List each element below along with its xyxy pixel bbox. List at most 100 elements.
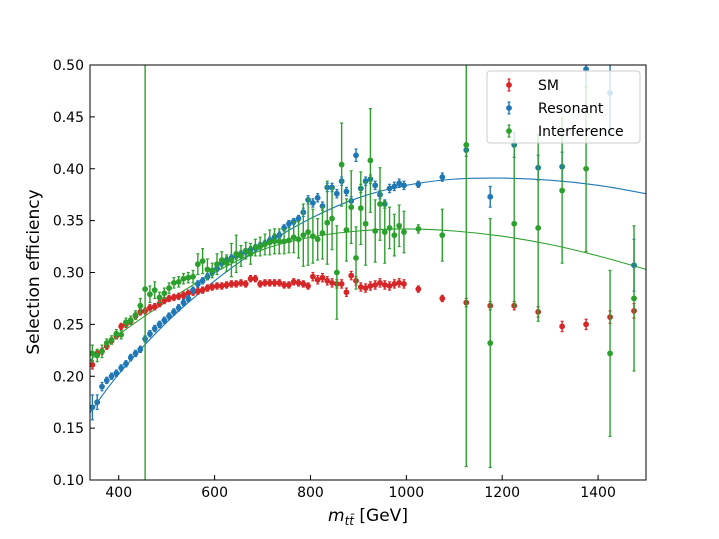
- data-point: [223, 260, 230, 267]
- data-point: [314, 194, 321, 201]
- data-point: [487, 193, 494, 200]
- data-point: [343, 188, 350, 195]
- data-point: [156, 294, 163, 301]
- data-point: [333, 269, 340, 276]
- data-point: [386, 283, 393, 289]
- data-point: [214, 261, 220, 268]
- data-point: [309, 233, 316, 240]
- y-tick-label: 0.15: [53, 421, 84, 437]
- data-point: [324, 277, 331, 284]
- data-point: [324, 219, 331, 226]
- legend: SM Resonant Interference: [486, 70, 641, 144]
- data-point: [137, 302, 144, 309]
- data-point: [396, 180, 403, 187]
- data-point: [338, 281, 345, 287]
- data-point: [309, 200, 316, 206]
- data-point: [487, 340, 494, 346]
- y-tick-label: 0.25: [53, 317, 84, 333]
- data-point: [314, 236, 321, 243]
- fit-curve-resonant: [90, 177, 646, 413]
- data-point: [175, 293, 182, 300]
- data-point: [185, 290, 192, 297]
- data-point: [583, 165, 589, 172]
- data-point: [199, 258, 206, 264]
- data-point: [204, 266, 211, 273]
- data-point: [391, 281, 398, 287]
- data-point: [147, 304, 153, 311]
- data-point: [180, 275, 187, 282]
- data-point: [281, 238, 288, 245]
- data-point: [247, 275, 254, 282]
- data-point: [439, 295, 446, 302]
- y-tick-label: 0.20: [53, 369, 84, 385]
- data-point: [90, 350, 96, 357]
- data-point: [113, 370, 120, 377]
- legend-marker-interference: [506, 128, 512, 134]
- data-point: [209, 267, 216, 274]
- data-point: [103, 340, 110, 346]
- data-point: [252, 275, 259, 282]
- data-point: [631, 295, 637, 302]
- data-point: [372, 282, 379, 288]
- data-point: [151, 303, 158, 310]
- data-point: [127, 317, 134, 324]
- x-tick-label: 400: [105, 485, 132, 501]
- data-point: [290, 278, 297, 285]
- data-point: [90, 404, 96, 411]
- data-point: [132, 312, 139, 318]
- data-point: [439, 232, 446, 239]
- data-point: [386, 224, 393, 231]
- x-tick-label: 1400: [580, 485, 616, 501]
- data-point: [305, 283, 311, 289]
- data-point: [305, 229, 311, 235]
- data-point: [123, 319, 129, 326]
- data-point: [290, 234, 297, 241]
- data-point: [377, 279, 383, 286]
- data-point: [118, 323, 125, 330]
- data-point: [151, 325, 158, 332]
- y-axis-ticks: 0.10 0.15 0.20 0.25 0.30 0.35 0.40 0.45 0.50: [53, 58, 95, 489]
- legend-box: [486, 70, 641, 144]
- data-point: [180, 299, 187, 306]
- data-point: [329, 215, 335, 222]
- data-point: [319, 274, 326, 281]
- data-point: [166, 295, 172, 302]
- x-tick-label: 1200: [484, 485, 520, 501]
- data-point: [415, 226, 422, 232]
- data-point: [607, 350, 613, 357]
- data-point: [295, 279, 302, 286]
- data-point: [170, 279, 177, 286]
- data-point: [271, 238, 278, 245]
- data-point: [415, 181, 422, 188]
- data-point: [353, 152, 359, 159]
- data-point: [286, 220, 292, 227]
- data-point: [118, 331, 125, 338]
- y-tick-label: 0.40: [53, 162, 84, 178]
- data-point: [372, 228, 379, 234]
- legend-label-sm: SM: [538, 78, 559, 94]
- series-interference: [90, 65, 637, 480]
- data-point: [348, 204, 355, 211]
- data-point: [257, 243, 264, 250]
- data-point: [156, 321, 163, 328]
- data-point: [247, 250, 254, 257]
- data-point: [314, 276, 321, 283]
- data-point: [309, 273, 316, 280]
- data-point: [161, 317, 168, 324]
- data-point: [583, 321, 589, 328]
- data-point: [132, 350, 139, 357]
- x-tick-label: 600: [201, 485, 228, 501]
- data-point: [170, 309, 177, 315]
- data-point: [511, 220, 518, 227]
- data-point: [199, 287, 206, 294]
- data-point: [257, 281, 264, 287]
- data-point: [338, 161, 345, 168]
- data-point: [381, 229, 388, 235]
- data-point: [266, 239, 273, 246]
- y-tick-label: 0.30: [53, 266, 84, 282]
- data-point: [238, 253, 244, 259]
- data-point: [262, 279, 268, 286]
- legend-entries: SM Resonant Interference: [506, 78, 624, 140]
- data-point: [185, 295, 192, 302]
- data-point: [170, 294, 177, 301]
